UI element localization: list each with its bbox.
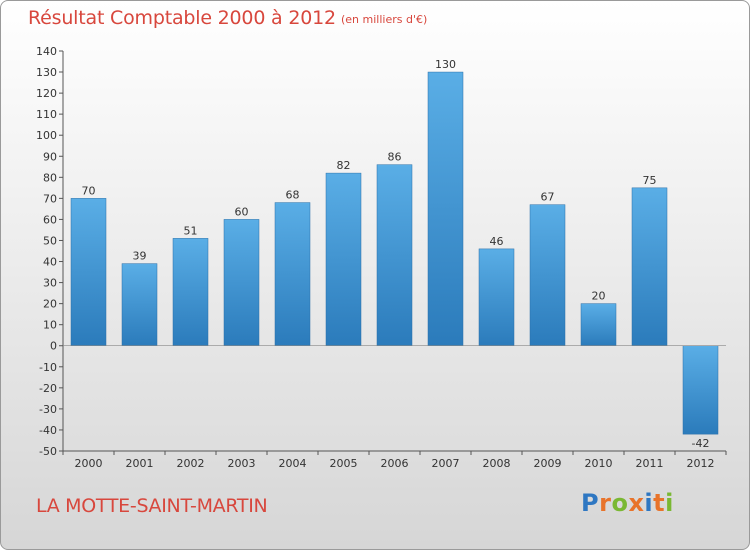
- y-tick-label: 130: [36, 66, 57, 79]
- logo-letter: i: [665, 489, 674, 517]
- chart-unit: (en milliers d'€): [341, 13, 428, 26]
- x-tick-label: 2001: [126, 457, 154, 470]
- x-tick-label: 2003: [228, 457, 256, 470]
- logo-letter: o: [611, 489, 629, 517]
- commune-name: LA MOTTE-SAINT-MARTIN: [36, 495, 268, 517]
- y-tick-label: 0: [50, 340, 57, 353]
- y-tick-label: -20: [39, 382, 57, 395]
- y-tick-label: -40: [39, 424, 57, 437]
- data-label-2012: -42: [692, 437, 710, 450]
- bar-2011: [631, 187, 668, 346]
- y-tick-label: -30: [39, 403, 57, 416]
- x-tick-label: 2006: [381, 457, 409, 470]
- logo-letter: t: [653, 489, 666, 517]
- bar-2003: [223, 219, 260, 346]
- x-tick-label: 2007: [432, 457, 460, 470]
- data-label-2001: 39: [133, 250, 147, 263]
- y-tick-label: -50: [39, 445, 57, 458]
- y-tick-label: 70: [43, 192, 57, 205]
- x-tick-label: 2005: [330, 457, 358, 470]
- y-tick-label: 120: [36, 87, 57, 100]
- logo-letter: i: [644, 489, 654, 517]
- data-label-2008: 46: [490, 235, 504, 248]
- logo-letter: P: [581, 489, 600, 517]
- bar-2010: [580, 303, 617, 346]
- bar-2009: [529, 204, 566, 346]
- x-tick-label: 2008: [483, 457, 511, 470]
- y-tick-label: 50: [43, 234, 57, 247]
- bar-2005: [325, 172, 362, 346]
- x-tick-label: 2000: [75, 457, 103, 470]
- y-tick-label: 90: [43, 150, 57, 163]
- logo-letter: x: [628, 489, 645, 517]
- data-label-2007: 130: [435, 58, 456, 71]
- bar-2004: [274, 202, 311, 346]
- bar-2002: [172, 238, 209, 346]
- data-label-2002: 51: [184, 224, 198, 237]
- x-tick-label: 2009: [534, 457, 562, 470]
- bar-2012: [682, 345, 719, 435]
- data-label-2003: 60: [235, 205, 249, 218]
- data-label-2009: 67: [541, 191, 555, 204]
- data-label-2000: 70: [82, 184, 96, 197]
- y-tick-label: 30: [43, 277, 57, 290]
- y-tick-label: 80: [43, 171, 57, 184]
- chart-title: Résultat Comptable 2000 à 2012: [28, 7, 336, 29]
- data-label-2010: 20: [592, 290, 606, 303]
- y-tick-label: 10: [43, 319, 57, 332]
- bar-2000: [70, 198, 107, 346]
- bar-2006: [376, 164, 413, 346]
- x-tick-label: 2002: [177, 457, 205, 470]
- y-tick-label: 20: [43, 298, 57, 311]
- x-tick-label: 2010: [585, 457, 613, 470]
- y-tick-label: 110: [36, 108, 57, 121]
- x-tick-label: 2012: [687, 457, 715, 470]
- y-tick-label: 140: [36, 45, 57, 58]
- y-tick-label: 100: [36, 129, 57, 142]
- data-label-2004: 68: [286, 189, 300, 202]
- data-label-2006: 86: [388, 151, 402, 164]
- logo-letter: r: [599, 489, 612, 517]
- bar-2008: [478, 248, 515, 346]
- y-tick-label: -10: [39, 361, 57, 374]
- x-tick-label: 2004: [279, 457, 307, 470]
- y-tick-label: 40: [43, 256, 57, 269]
- y-tick-label: 60: [43, 213, 57, 226]
- proxiti-logo: Proxiti: [581, 489, 674, 517]
- data-label-2011: 75: [643, 174, 657, 187]
- bar-2007: [427, 71, 464, 346]
- x-tick-label: 2011: [636, 457, 664, 470]
- data-label-2005: 82: [337, 159, 351, 172]
- bar-2001: [121, 263, 158, 346]
